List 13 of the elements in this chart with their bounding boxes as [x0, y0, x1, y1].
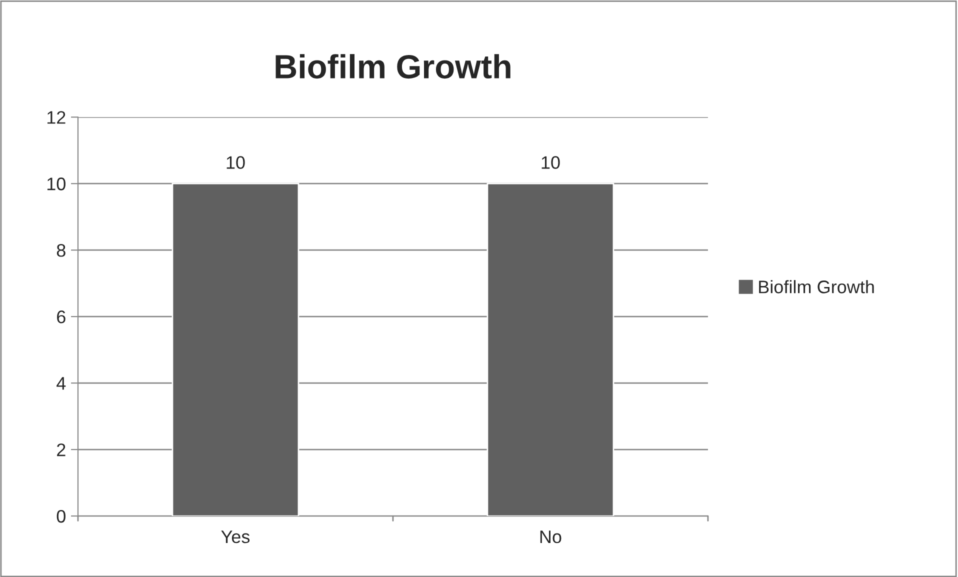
x-tick-label: Yes — [221, 530, 250, 544]
y-tick-label: 0 — [56, 510, 66, 523]
x-tick-label: No — [540, 530, 562, 544]
y-tick-label: 8 — [56, 244, 66, 257]
data-label: 10 — [542, 156, 560, 169]
y-tick-label: 6 — [57, 310, 66, 324]
chart-title: Biofilm Growth — [276, 54, 510, 79]
y-tick-label: 4 — [56, 377, 66, 390]
y-tick-label: 12 — [47, 111, 66, 124]
y-tick-label: 2 — [57, 443, 66, 456]
legend-label: Biofilm Growth — [759, 280, 874, 294]
data-label: 10 — [226, 156, 245, 169]
y-tick-label: 10 — [47, 178, 66, 190]
